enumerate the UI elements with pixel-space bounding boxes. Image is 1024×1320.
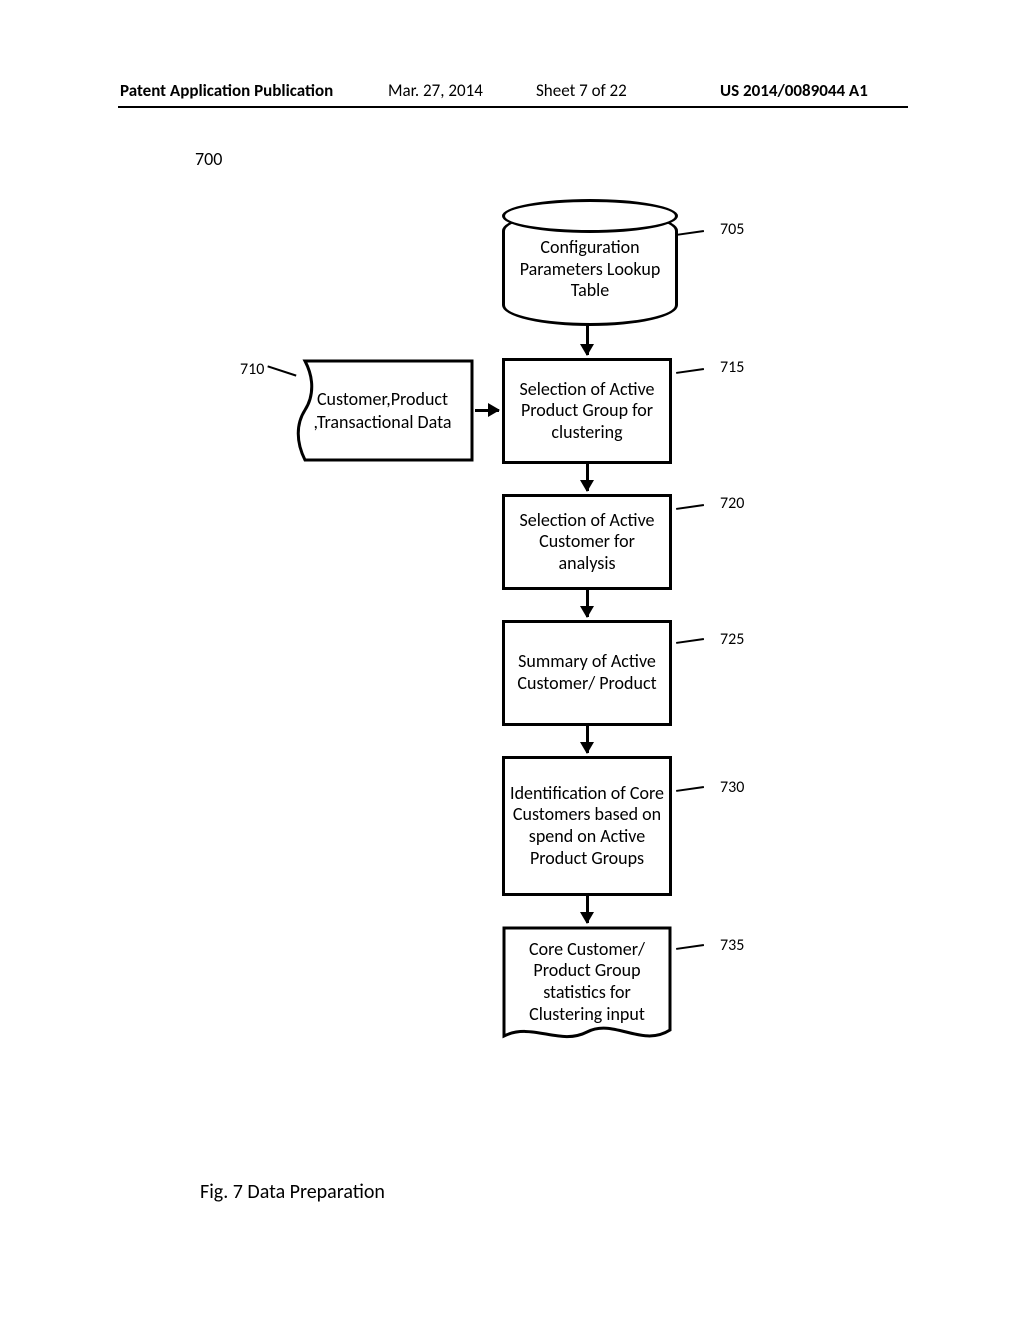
- node-730: Identification of Core Customers based o…: [502, 756, 672, 896]
- arrow-710-715: [475, 409, 499, 412]
- leader-705: [676, 230, 704, 235]
- ref-720: 720: [720, 494, 744, 513]
- arrow-725-730: [586, 726, 589, 753]
- ref-715: 715: [720, 358, 744, 377]
- node-735-document: Core Customer/ Product Group statistics …: [502, 926, 672, 1046]
- node-705-label: Configuration Parameters Lookup Table: [505, 237, 675, 302]
- arrow-715-720: [586, 464, 589, 491]
- arrow-720-725: [586, 590, 589, 617]
- node-720-label: Selection of Active Customer for analysi…: [509, 510, 665, 575]
- figure-caption: Fig. 7 Data Preparation: [200, 1180, 385, 1204]
- ref-730: 730: [720, 778, 744, 797]
- node-730-label: Identification of Core Customers based o…: [509, 783, 665, 869]
- ref-710: 710: [240, 360, 264, 379]
- node-725-label: Summary of Active Customer/ Product: [509, 651, 665, 694]
- leader-730: [676, 786, 704, 791]
- node-725: Summary of Active Customer/ Product: [502, 620, 672, 726]
- header-date: Mar. 27, 2014: [388, 80, 483, 101]
- leader-725: [676, 638, 704, 643]
- arrow-730-735: [586, 896, 589, 923]
- header-rule: [118, 106, 908, 108]
- node-710-banner: Customer,Product ,Transactional Data: [290, 358, 475, 463]
- header-patent-number: US 2014/0089044 A1: [720, 80, 868, 101]
- header-publication: Patent Application Publication: [120, 80, 333, 101]
- ref-735: 735: [720, 936, 744, 955]
- node-705-cylinder: Configuration Parameters Lookup Table: [502, 210, 678, 326]
- node-735-label: Core Customer/ Product Group statistics …: [502, 926, 672, 1046]
- arrow-705-715: [586, 323, 589, 355]
- leader-715: [676, 368, 704, 373]
- ref-725: 725: [720, 630, 744, 649]
- node-710-label: Customer,Product ,Transactional Data: [290, 358, 475, 463]
- cylinder-top-ellipse: [502, 199, 678, 233]
- leader-735: [676, 944, 704, 949]
- node-715: Selection of Active Product Group for cl…: [502, 358, 672, 464]
- node-715-label: Selection of Active Product Group for cl…: [509, 379, 665, 444]
- page: Patent Application Publication Mar. 27, …: [0, 0, 1024, 1320]
- node-720: Selection of Active Customer for analysi…: [502, 494, 672, 590]
- leader-720: [676, 504, 704, 509]
- header-sheet: Sheet 7 of 22: [536, 80, 627, 101]
- figure-reference: 700: [195, 148, 222, 170]
- ref-705: 705: [720, 220, 744, 239]
